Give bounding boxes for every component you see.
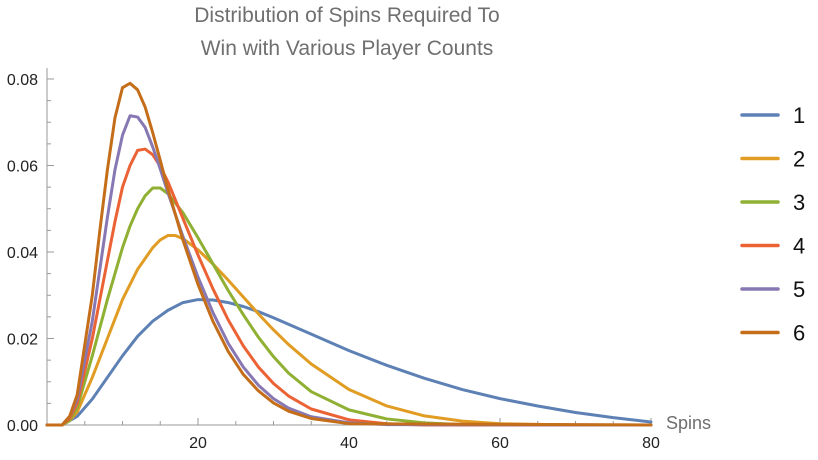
legend-item-6[interactable]: 6 xyxy=(740,321,805,346)
x-tick-label: 40 xyxy=(340,435,358,452)
axes: 20 40 60 80 0.00 0.02 0.04 0.06 0.08 xyxy=(7,68,660,452)
series-group xyxy=(45,81,653,427)
series-line-2 xyxy=(45,234,653,427)
y-tick-label: 0.02 xyxy=(7,332,38,349)
series-line-3 xyxy=(45,186,653,427)
legend-label: 6 xyxy=(793,321,805,346)
legend-label: 2 xyxy=(793,147,805,172)
legend-label: 5 xyxy=(793,277,805,302)
series-line-4 xyxy=(45,147,653,427)
y-tick-label: 0.04 xyxy=(7,245,38,262)
legend-item-4[interactable]: 4 xyxy=(740,234,805,259)
chart-title: Distribution of Spins Required To Win wi… xyxy=(194,4,499,60)
y-tick-label: 0.00 xyxy=(7,418,38,435)
y-tick-label: 0.06 xyxy=(7,159,38,176)
legend-label: 3 xyxy=(793,190,805,215)
x-tick-label: 20 xyxy=(189,435,207,452)
series-line-1 xyxy=(45,298,653,427)
series-line-6 xyxy=(45,81,653,427)
legend-item-1[interactable]: 1 xyxy=(740,103,805,128)
legend-label: 4 xyxy=(793,234,805,259)
x-tick-label: 60 xyxy=(491,435,509,452)
x-tick-label: 80 xyxy=(642,435,660,452)
chart-title-line-1: Distribution of Spins Required To xyxy=(194,4,499,27)
series-line-5 xyxy=(45,114,653,427)
legend[interactable]: 1 2 3 4 5 6 xyxy=(740,103,805,346)
y-tick-label: 0.08 xyxy=(7,72,38,89)
legend-item-3[interactable]: 3 xyxy=(740,190,805,215)
legend-item-2[interactable]: 2 xyxy=(740,147,805,172)
legend-label: 1 xyxy=(793,103,805,128)
x-axis-label: Spins xyxy=(666,413,711,433)
legend-item-5[interactable]: 5 xyxy=(740,277,805,302)
chart-title-line-2: Win with Various Player Counts xyxy=(201,37,494,60)
